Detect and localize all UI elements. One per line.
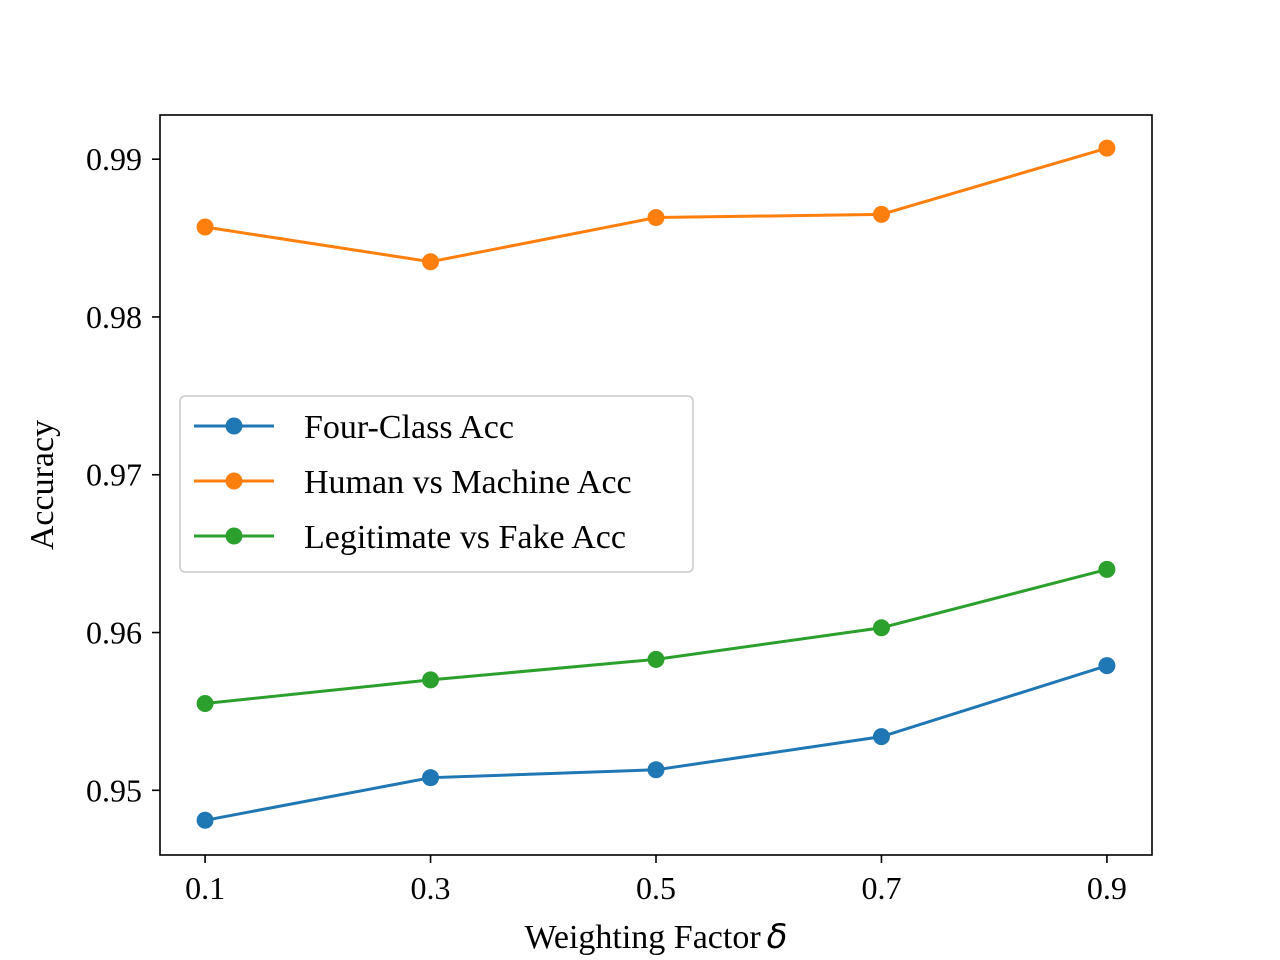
data-point — [647, 209, 665, 227]
legend: Four-Class Acc Human vs Machine Acc Legiti… — [179, 395, 694, 573]
y-tick-label: 0.95 — [86, 772, 142, 808]
series-line — [204, 146, 1108, 264]
series-1 — [196, 657, 1116, 829]
data-point — [422, 253, 440, 271]
x-axis-label: Weighting Factor δ — [525, 917, 788, 957]
legend-marker — [225, 472, 243, 490]
series-line — [204, 567, 1108, 706]
legend-label: Legitimate vs Fake Acc — [304, 519, 626, 556]
legend-item: Four-Class Acc — [194, 409, 514, 446]
axis-ticks: 0.1 0.3 0.5 0.7 0.9 0.95 0.96 0.97 0.98 0.99 — [86, 141, 1127, 906]
data-point — [872, 728, 890, 746]
data-point — [647, 650, 665, 668]
legend-label: Four-Class Acc — [304, 409, 514, 446]
data-point — [422, 671, 440, 689]
data-point — [1098, 560, 1116, 578]
x-tick-label: 0.1 — [185, 870, 225, 906]
x-axis-label-text: Weighting Factor — [525, 919, 762, 956]
y-tick-label: 0.99 — [86, 141, 142, 177]
legend-marker — [225, 417, 243, 435]
data-point — [196, 218, 214, 236]
legend-item: Legitimate vs Fake Acc — [194, 519, 626, 556]
series-3 — [196, 560, 1116, 713]
data-point — [647, 761, 665, 779]
legend-label: Human vs Machine Acc — [304, 464, 632, 501]
y-axis-label: Accuracy — [24, 420, 61, 550]
data-point — [872, 205, 890, 223]
data-point — [196, 811, 214, 829]
y-tick-label: 0.96 — [86, 615, 142, 651]
x-axis-label-symbol: δ — [767, 917, 788, 957]
x-tick-label: 0.7 — [861, 870, 901, 906]
data-point — [1098, 139, 1116, 157]
x-tick-label: 0.3 — [411, 870, 451, 906]
legend-box — [179, 395, 694, 573]
data-point — [1098, 657, 1116, 675]
y-tick-label: 0.98 — [86, 299, 142, 335]
data-point — [196, 695, 214, 713]
x-tick-label: 0.9 — [1087, 870, 1127, 906]
series-2 — [196, 139, 1116, 271]
series-layer — [196, 139, 1116, 829]
data-point — [422, 769, 440, 787]
y-tick-label: 0.97 — [86, 457, 142, 493]
legend-item: Human vs Machine Acc — [194, 464, 632, 501]
x-tick-label: 0.5 — [636, 870, 676, 906]
data-point — [872, 619, 890, 637]
legend-marker — [225, 527, 243, 545]
